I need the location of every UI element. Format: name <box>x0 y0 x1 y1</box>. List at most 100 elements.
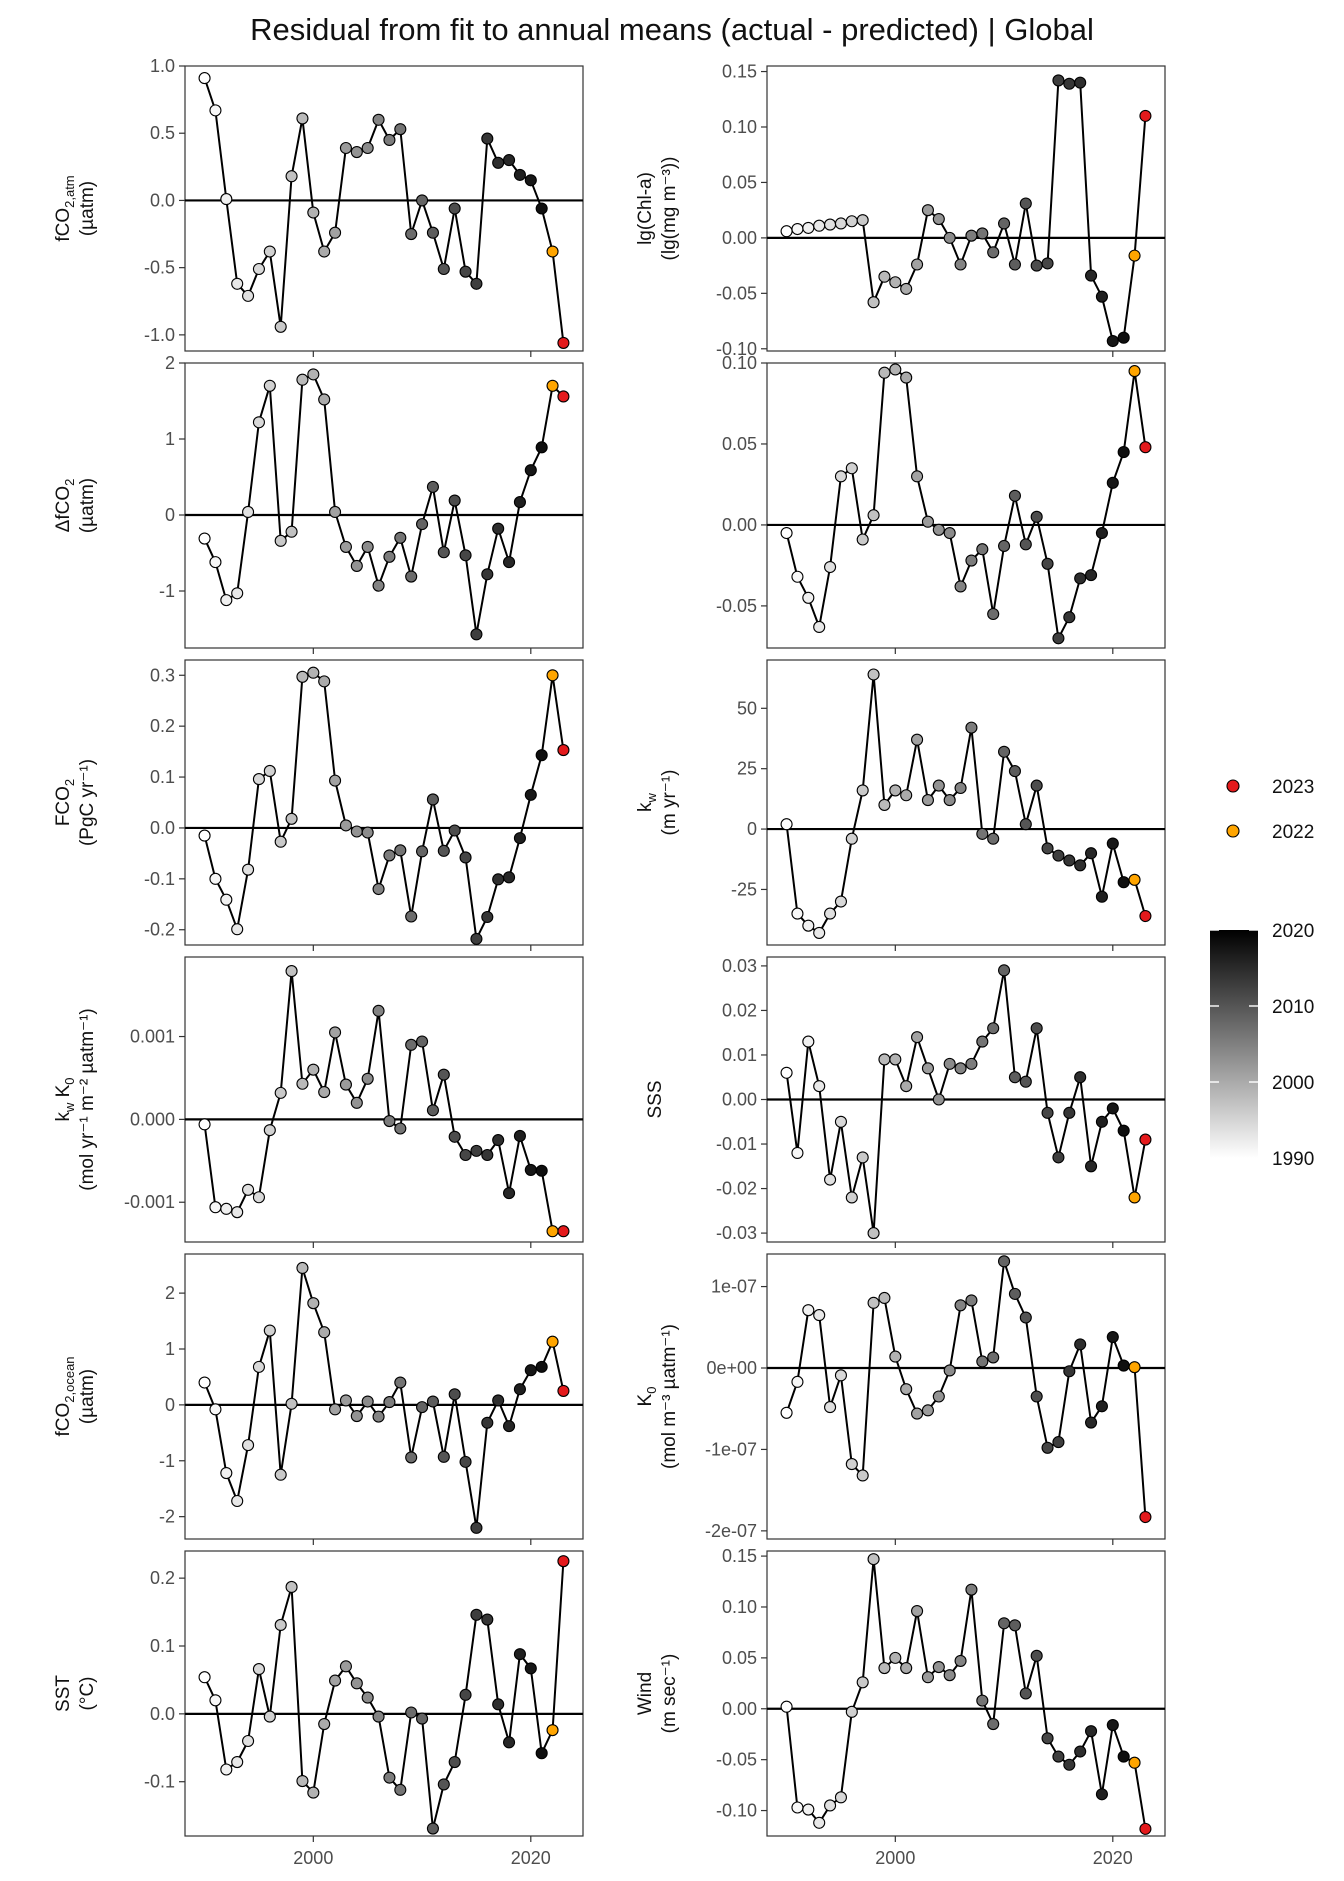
data-point-2008 <box>976 543 989 556</box>
data-point-2016 <box>481 568 494 581</box>
data-point-1994 <box>242 863 255 876</box>
data-point-2012 <box>437 262 450 276</box>
y-axis-units: (lg(mg m⁻³)) <box>659 157 680 261</box>
data-point-1994 <box>824 1401 837 1414</box>
data-point-1999 <box>878 1662 891 1675</box>
data-point-2005 <box>943 794 956 807</box>
data-point-1995 <box>252 1191 265 1204</box>
data-point-2016 <box>481 910 494 924</box>
y-tick-label: 0.0 <box>150 190 175 210</box>
colorbar-label-2020: 2020 <box>1272 921 1314 942</box>
panel-k0: -2e-07 -1e-07 0e+00 1e-07 K0 (mol m⁻³ µatm⁻¹) <box>635 1253 1166 1545</box>
data-point-2001 <box>900 282 913 295</box>
y-tick-label: -0.1 <box>144 869 175 889</box>
y-tick-label: 0.03 <box>722 956 757 976</box>
data-point-2023 <box>557 1555 570 1568</box>
data-point-2001 <box>318 1717 331 1731</box>
data-point-2017 <box>492 1394 505 1407</box>
data-point-2019 <box>1095 1788 1108 1801</box>
data-point-2001 <box>900 1662 913 1675</box>
data-point-1994 <box>242 1183 255 1196</box>
data-point-2010 <box>998 745 1011 758</box>
data-point-2002 <box>329 1403 342 1416</box>
data-point-2000 <box>307 206 320 219</box>
data-point-2013 <box>1030 1390 1043 1403</box>
data-point-1994 <box>824 1799 837 1812</box>
data-point-2022 <box>546 1225 559 1238</box>
panel-dfco2: -1 0 1 2 ΔfCO2 (µatm) <box>53 353 584 654</box>
data-point-2022 <box>1128 365 1141 378</box>
data-point-2002 <box>329 505 342 519</box>
legend: 2023 2022 1990 2000 2010 2020 <box>1210 777 1314 1170</box>
data-point-1991 <box>209 1694 222 1707</box>
panel-frame <box>766 65 1166 352</box>
data-point-1993 <box>813 1816 826 1829</box>
data-point-1992 <box>220 193 233 206</box>
data-point-2018 <box>503 556 516 569</box>
data-point-2007 <box>383 133 396 146</box>
data-point-1996 <box>845 832 858 845</box>
data-point-2009 <box>987 246 1000 259</box>
data-point-2015 <box>470 628 483 641</box>
data-point-2005 <box>361 826 374 839</box>
data-point-1994 <box>242 289 255 302</box>
data-point-2004 <box>350 1410 363 1423</box>
data-point-2006 <box>372 882 385 896</box>
data-point-1998 <box>285 170 298 183</box>
data-point-2018 <box>503 1420 516 1433</box>
data-point-2017 <box>492 873 505 886</box>
y-tick-label: -2e-07 <box>705 1521 757 1541</box>
data-point-2014 <box>459 1688 472 1701</box>
data-point-2018 <box>503 1736 516 1749</box>
data-point-2006 <box>954 781 967 795</box>
data-point-2006 <box>372 1410 385 1423</box>
data-point-1999 <box>296 1261 309 1275</box>
y-tick-label: -0.05 <box>716 1750 757 1770</box>
data-point-2023 <box>557 1384 570 1397</box>
data-point-1999 <box>296 1774 309 1788</box>
data-point-2023 <box>1139 909 1152 923</box>
data-point-1992 <box>220 1467 233 1480</box>
data-point-2021 <box>535 202 548 215</box>
data-point-2006 <box>372 579 385 592</box>
data-point-2012 <box>1019 818 1032 831</box>
y-axis-title: FCO2 <box>53 779 77 826</box>
data-point-1991 <box>791 1146 804 1159</box>
data-point-2004 <box>350 559 363 572</box>
y-tick-label: 50 <box>737 698 757 718</box>
data-point-1991 <box>791 907 804 920</box>
y-tick-label: -0.03 <box>716 1223 757 1243</box>
data-point-1998 <box>867 1227 880 1240</box>
data-point-2009 <box>405 227 418 241</box>
data-point-2002 <box>329 1674 342 1687</box>
data-point-2010 <box>416 518 429 531</box>
y-axis-label: lg(Chl-a) (lg(mg m⁻³)) <box>635 157 680 261</box>
data-point-1997 <box>856 1676 869 1689</box>
y-tick-label: 0.15 <box>722 62 757 82</box>
panel-fco2flux: -0.2 -0.1 0.0 0.1 0.2 0.3 FCO2 (PgC yr⁻¹) <box>53 659 584 951</box>
y-tick-label: -1 <box>159 581 175 601</box>
y-tick-label: 1.0 <box>150 56 175 76</box>
y-tick-label: 0.05 <box>722 434 757 454</box>
x-tick-label: 2000 <box>293 1848 333 1868</box>
data-point-2013 <box>1030 510 1043 523</box>
data-point-2007 <box>965 1583 978 1596</box>
data-point-2014 <box>459 1148 472 1162</box>
data-point-1992 <box>802 1803 815 1816</box>
data-point-1997 <box>856 1469 869 1482</box>
data-point-2003 <box>339 1394 352 1407</box>
data-point-2008 <box>394 844 407 857</box>
data-point-2009 <box>405 1038 418 1051</box>
data-point-2014 <box>1041 1732 1054 1745</box>
data-point-2007 <box>965 1294 978 1307</box>
data-point-2010 <box>416 845 429 858</box>
data-point-2008 <box>976 1694 989 1707</box>
data-point-2007 <box>383 550 396 563</box>
data-point-2001 <box>318 245 331 258</box>
data-point-1993 <box>231 277 244 290</box>
data-point-1992 <box>220 1763 233 1776</box>
data-point-1990 <box>780 1700 793 1713</box>
panel-kwk0: -0.001 0.000 0.001 kw K0 (mol yr⁻¹ m⁻² µatm⁻… <box>53 956 584 1248</box>
y-axis-title: SSS <box>645 1080 666 1118</box>
data-point-2005 <box>943 1669 956 1682</box>
